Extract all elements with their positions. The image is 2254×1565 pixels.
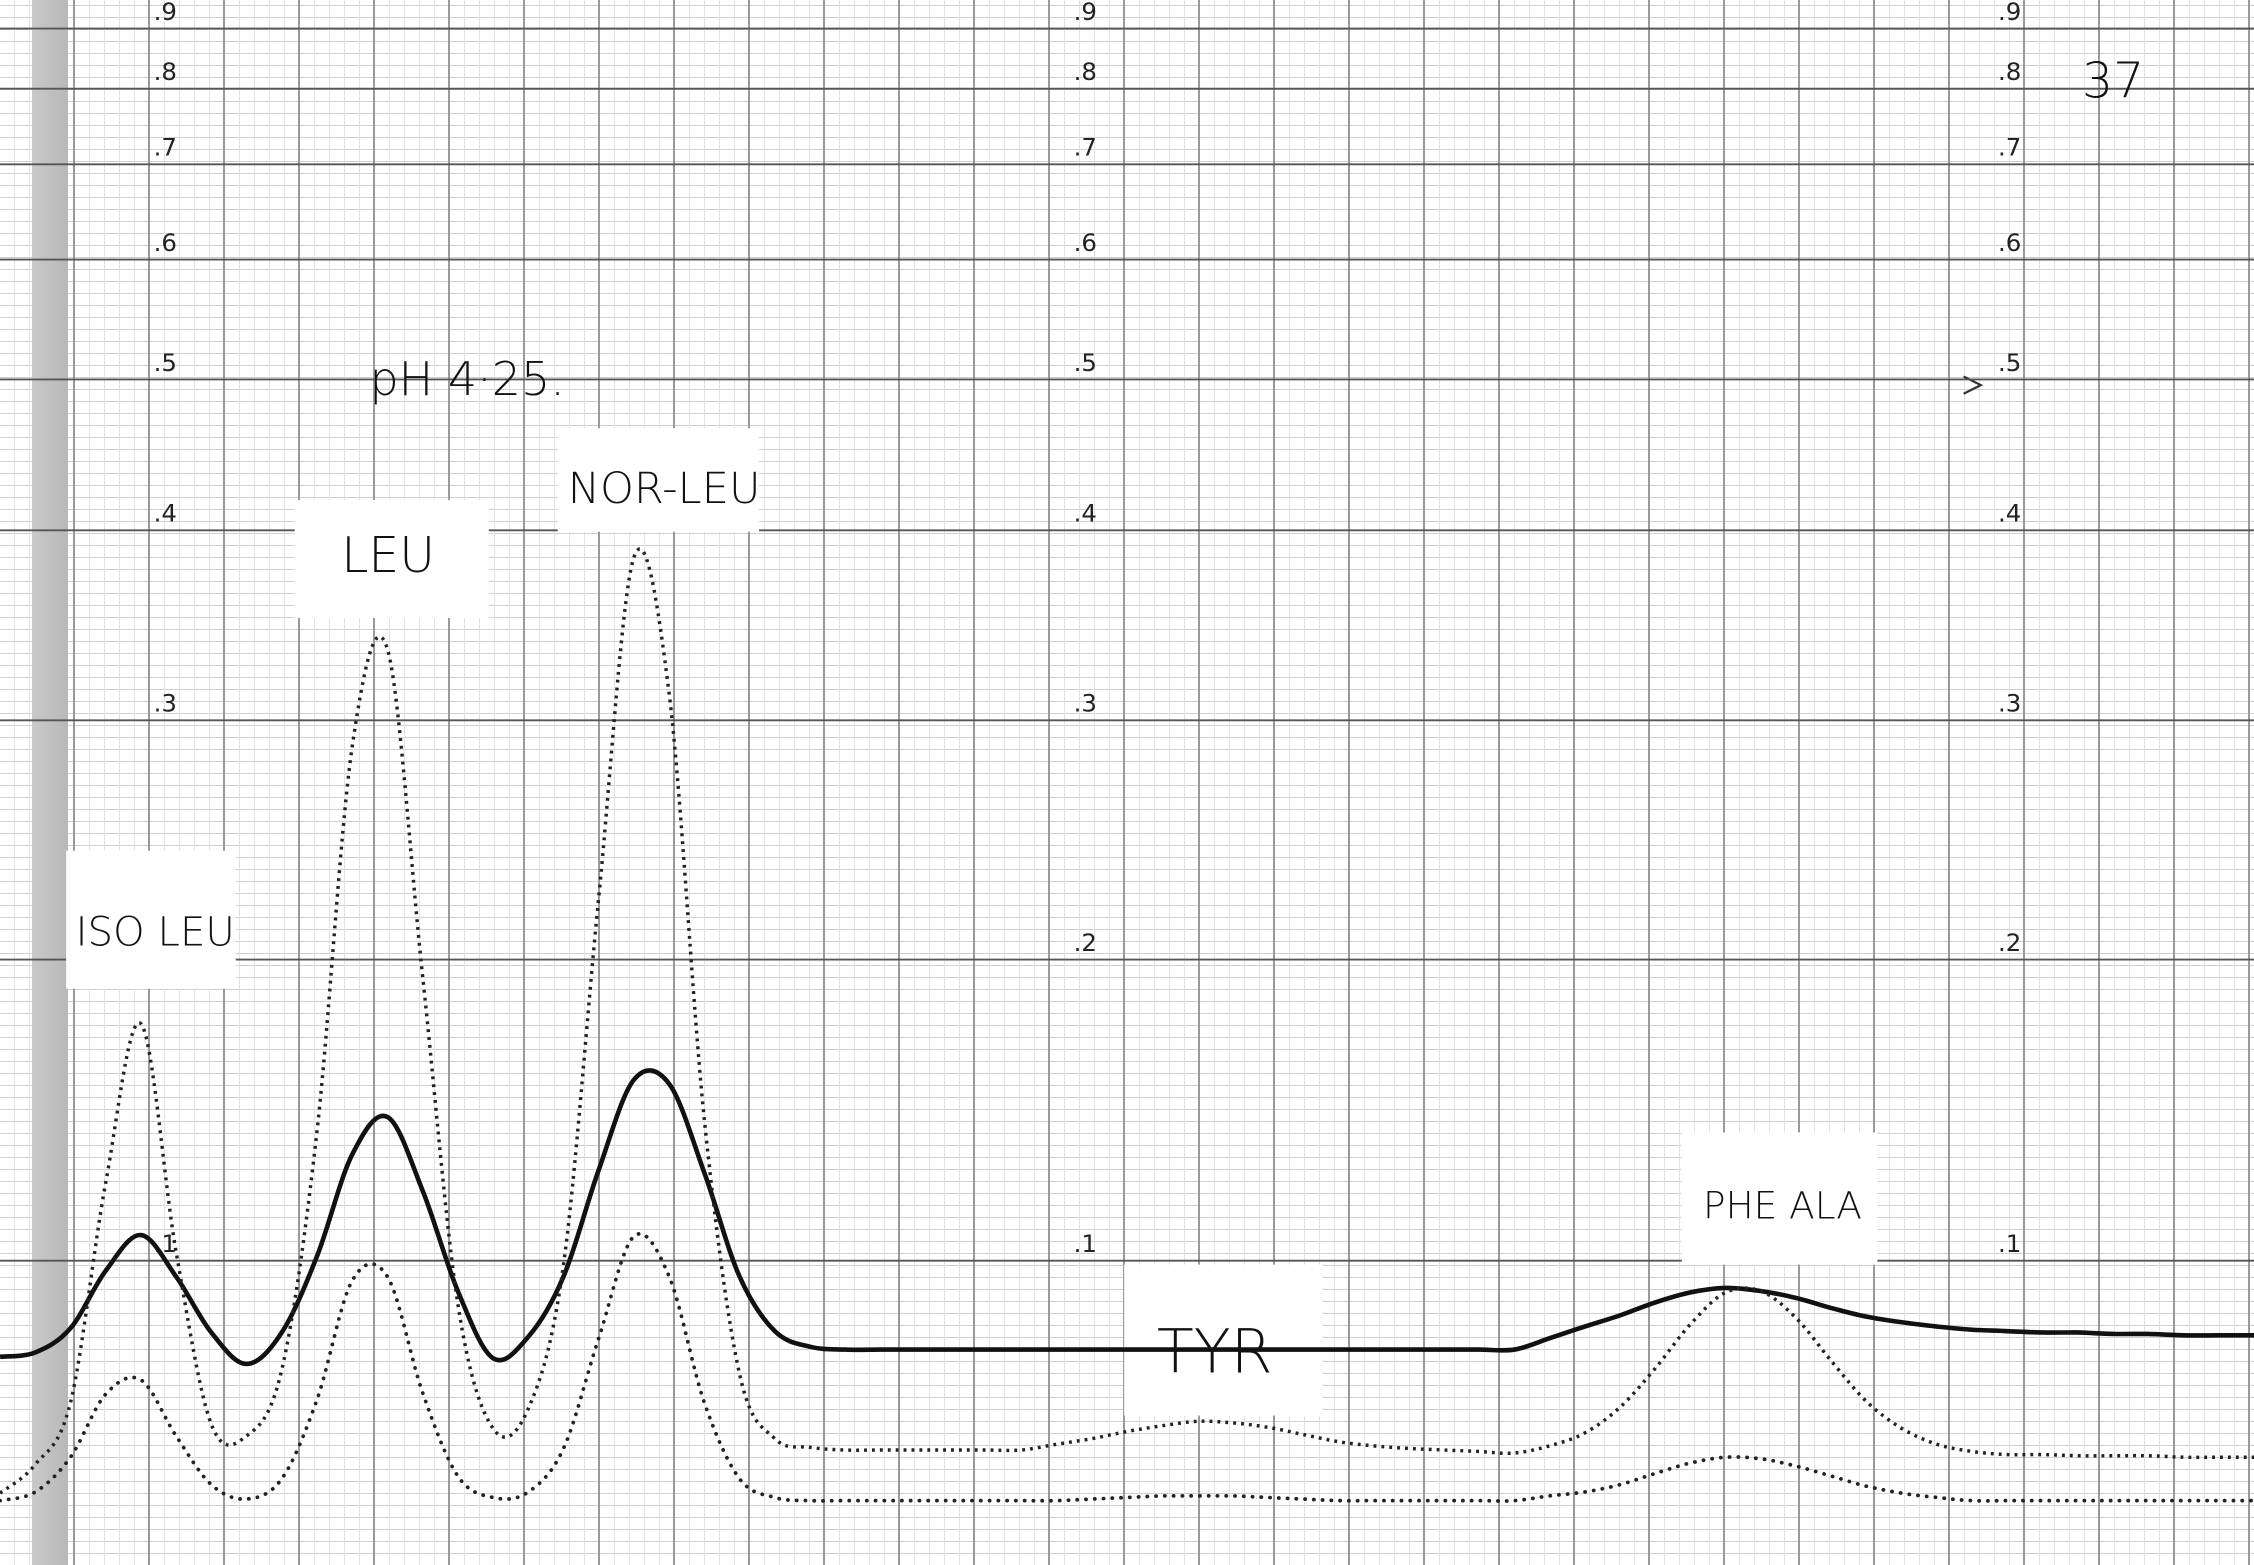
y-tick-label: .5 — [1074, 348, 1097, 377]
y-tick-label: .6 — [154, 228, 177, 257]
annotation: LEU — [341, 527, 435, 584]
chart-paper: .1.1.1.2.2.2.3.3.3.4.4.4.5.5.5.6.6.6.7.7… — [0, 0, 2254, 1565]
y-tick-label: .2 — [1074, 928, 1097, 957]
y-tick-label: .7 — [1074, 133, 1097, 162]
y-tick-label: .1 — [1998, 1229, 2021, 1258]
annotation: ISO LEU — [76, 910, 235, 956]
y-tick-label: .6 — [1074, 228, 1097, 257]
y-tick-label: .1 — [1074, 1229, 1097, 1258]
y-tick-label: .9 — [154, 0, 177, 26]
annotation: NOR-LEU — [568, 464, 761, 514]
y-tick-label: .5 — [1998, 348, 2021, 377]
y-tick-label: .9 — [1074, 0, 1097, 26]
y-tick-label: .2 — [1998, 928, 2021, 957]
y-tick-label: .6 — [1998, 228, 2021, 257]
y-tick-label: .5 — [154, 348, 177, 377]
y-tick-label: .4 — [1998, 499, 2021, 528]
annotation: TYR — [1157, 1317, 1273, 1387]
annotation: pH 4·25. — [369, 352, 564, 406]
y-tick-label: .7 — [1998, 133, 2021, 162]
y-tick-label: .4 — [1074, 499, 1097, 528]
y-tick-label: .3 — [154, 689, 177, 718]
y-tick-label: .4 — [154, 499, 177, 528]
y-tick-label: .3 — [1998, 689, 2021, 718]
annotation: PHE ALA — [1703, 1184, 1862, 1228]
y-tick-label: .9 — [1998, 0, 2021, 26]
chart: .1.1.1.2.2.2.3.3.3.4.4.4.5.5.5.6.6.6.7.7… — [0, 0, 2254, 1565]
y-tick-label: .8 — [1074, 57, 1097, 86]
y-tick-label: .7 — [154, 133, 177, 162]
annotation: 37 — [2082, 53, 2144, 110]
y-tick-label: .3 — [1074, 689, 1097, 718]
y-tick-label: .8 — [1998, 57, 2021, 86]
y-tick-label: .8 — [154, 57, 177, 86]
